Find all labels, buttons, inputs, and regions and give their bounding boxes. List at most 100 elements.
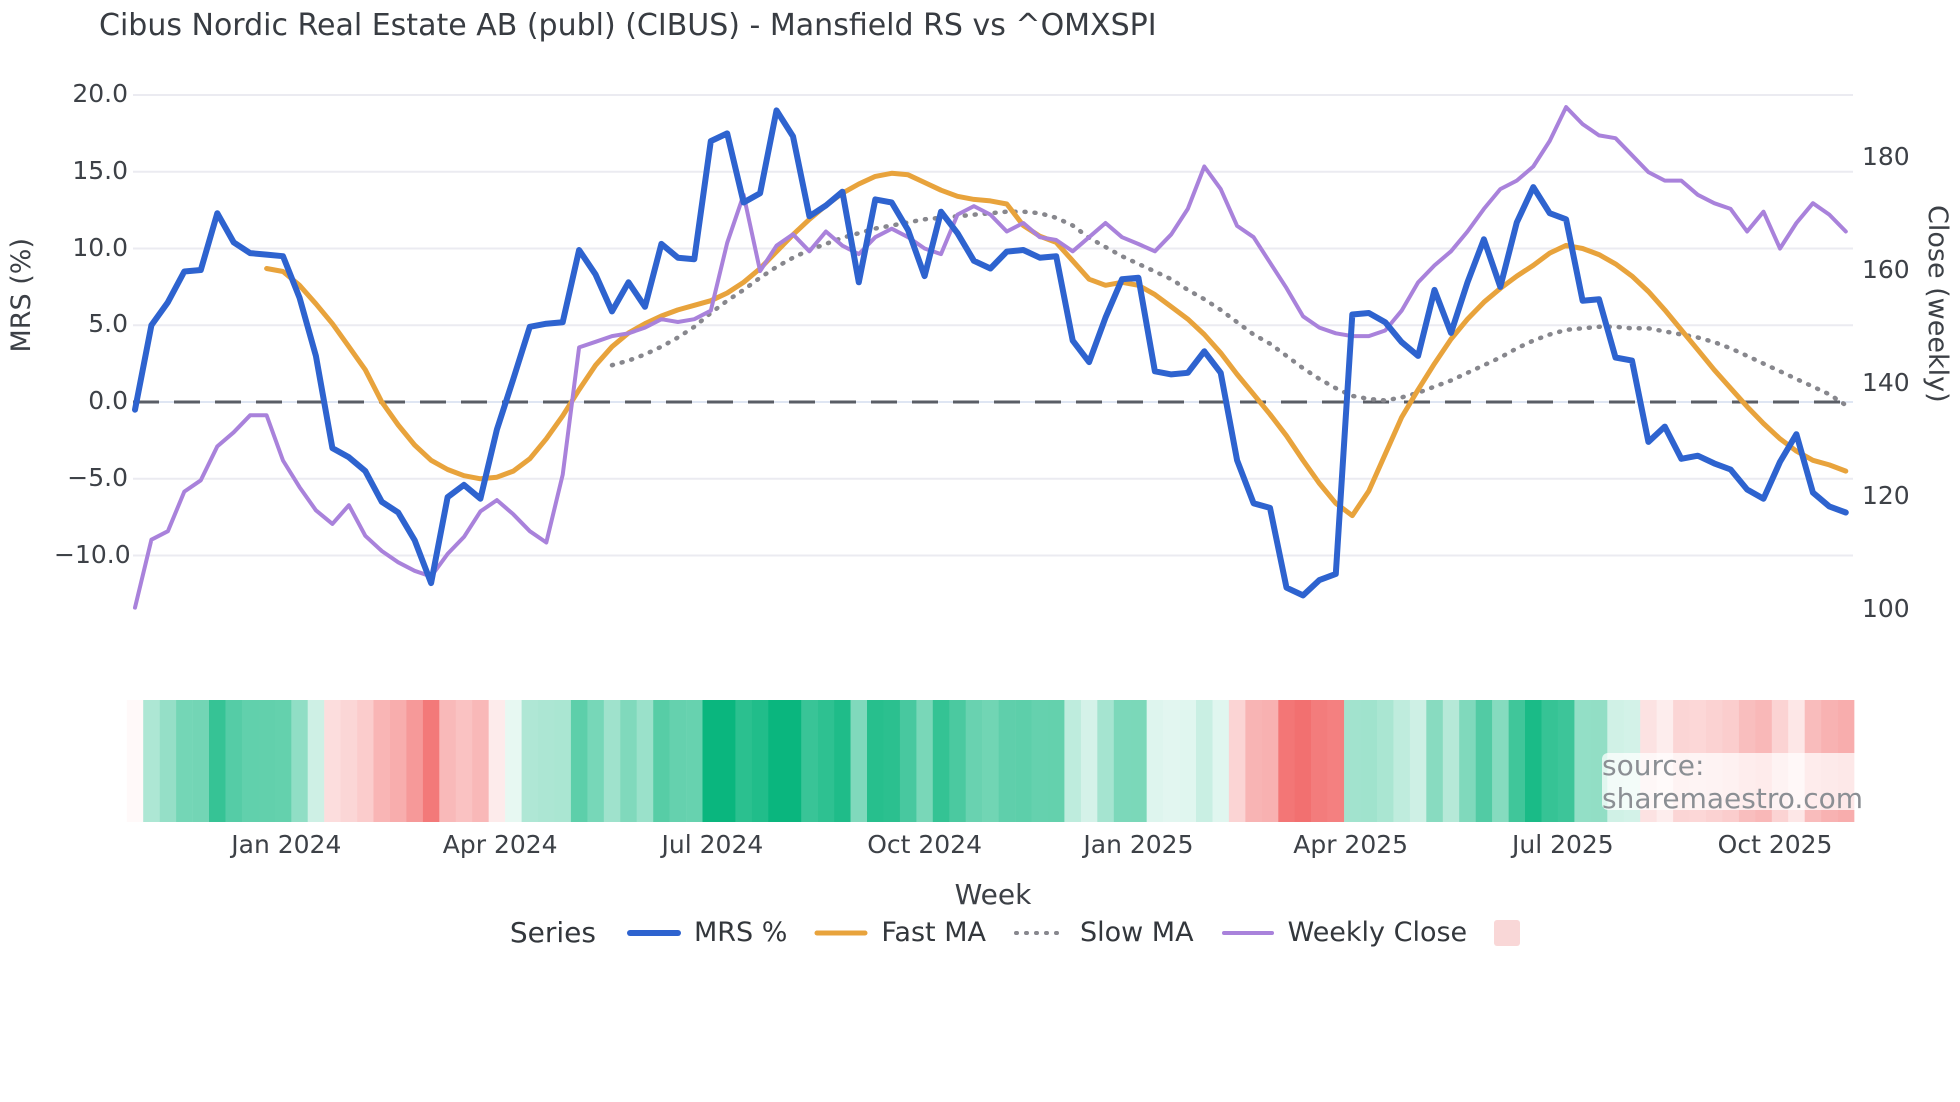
right-axis-label: Close (weekly) xyxy=(1922,205,1953,403)
heatmap-cell xyxy=(965,700,983,822)
heatmap-cell xyxy=(505,700,522,822)
heatmap-cell xyxy=(291,700,309,822)
heatmap-cell xyxy=(1113,700,1131,822)
right-axis-tick: 100 xyxy=(1862,594,1910,624)
heatmap-cell xyxy=(1163,700,1180,822)
legend: Series MRS % Fast MA Slow MA Weekly Close xyxy=(70,916,1960,949)
heatmap-cell xyxy=(274,700,292,822)
x-axis-tick: Oct 2024 xyxy=(867,830,982,859)
legend-item-slow-ma: Slow MA xyxy=(1013,917,1194,948)
right-axis-tick: 140 xyxy=(1862,368,1910,398)
legend-item-label: MRS % xyxy=(693,917,788,948)
watermark: source: sharemaestro.com xyxy=(1602,749,1948,815)
heatmap-cell xyxy=(1426,700,1444,822)
series-line-weekly-close xyxy=(133,105,1848,610)
heatmap-cell xyxy=(1393,700,1411,822)
legend-item-weekly-close: Weekly Close xyxy=(1221,917,1468,948)
legend-line-icon xyxy=(1013,930,1066,935)
heatmap-cell xyxy=(784,700,802,822)
heatmap-cell xyxy=(1508,700,1526,822)
heatmap-cell xyxy=(1031,700,1049,822)
heatmap-cell xyxy=(1146,700,1164,822)
x-axis-tick: Jan 2025 xyxy=(1083,830,1194,859)
chart-title: Cibus Nordic Real Estate AB (publ) (CIBU… xyxy=(99,8,1157,43)
heatmap-cell xyxy=(603,700,621,822)
heatmap-cell xyxy=(867,700,884,822)
heatmap-cell xyxy=(1130,700,1147,822)
heatmap-cell xyxy=(768,700,786,822)
left-axis-tick: 15.0 xyxy=(72,155,128,185)
heatmap-cell xyxy=(801,700,818,822)
heatmap-cell xyxy=(702,700,720,822)
left-axis-tick: 10.0 xyxy=(72,232,128,262)
legend-swatch-icon xyxy=(1494,919,1521,946)
heatmap-cell xyxy=(686,700,703,822)
heatmap-cell xyxy=(1360,700,1378,822)
heatmap-cell xyxy=(1311,700,1328,822)
heatmap-cell xyxy=(176,700,193,822)
heatmap-cell xyxy=(340,700,358,822)
heatmap-cell xyxy=(1525,700,1542,822)
heatmap-cell xyxy=(1557,700,1575,822)
heatmap-cell xyxy=(817,700,835,822)
heatmap-cell xyxy=(209,700,226,822)
heatmap-cell xyxy=(587,700,605,822)
heatmap-cell xyxy=(1327,700,1345,822)
right-axis-tick: 180 xyxy=(1862,142,1910,171)
heatmap-cell xyxy=(422,700,440,822)
heatmap-cell xyxy=(850,700,868,822)
heatmap-cell xyxy=(1048,700,1065,822)
x-axis-label: Week xyxy=(954,878,1032,911)
x-axis-tick: Apr 2025 xyxy=(1293,830,1409,859)
heatmap-cell xyxy=(390,700,407,822)
left-axis-tick: 0.0 xyxy=(88,386,128,415)
heatmap-cell xyxy=(1179,700,1197,822)
heatmap-cell xyxy=(554,700,572,822)
heatmap-cell xyxy=(159,700,177,822)
heatmap-cell xyxy=(1278,700,1296,822)
heatmap-cell xyxy=(570,700,588,822)
x-axis-tick: Jul 2025 xyxy=(1511,830,1614,859)
heatmap-cell xyxy=(439,700,457,822)
heatmap-cell xyxy=(653,700,670,822)
heatmap-cell xyxy=(1196,700,1213,822)
heatmap-cell xyxy=(1475,700,1493,822)
heatmap-cell xyxy=(719,700,736,822)
x-axis-tick: Apr 2024 xyxy=(442,830,558,859)
heatmap-cell xyxy=(472,700,489,822)
legend-item-fast-ma: Fast MA xyxy=(814,917,986,948)
legend-item-label: Slow MA xyxy=(1079,917,1194,948)
heatmap-cell xyxy=(883,700,901,822)
heatmap-cell xyxy=(406,700,424,822)
left-axis-tick: 20.0 xyxy=(72,79,128,108)
heatmap-cell xyxy=(916,700,934,822)
heatmap-cell xyxy=(521,700,539,822)
heatmap-cell xyxy=(982,700,999,822)
heatmap-cell xyxy=(1377,700,1394,822)
heatmap-cell xyxy=(636,700,654,822)
legend-item-mrs-: MRS % xyxy=(626,917,788,948)
heatmap-cell xyxy=(373,700,391,822)
heatmap-cell xyxy=(307,700,325,822)
heatmap-cell xyxy=(1574,700,1592,822)
heatmap-cell xyxy=(834,700,851,822)
left-axis-tick: 5.0 xyxy=(88,309,128,339)
legend-item-label: Fast MA xyxy=(881,917,986,948)
x-axis-tick: Jan 2024 xyxy=(231,830,342,859)
legend-item-label: Weekly Close xyxy=(1287,917,1468,948)
heatmap-cell xyxy=(899,700,917,822)
heatmap-cell xyxy=(1064,700,1082,822)
heatmap-cell xyxy=(949,700,967,822)
heatmap-cell xyxy=(1409,700,1427,822)
heatmap-cell xyxy=(488,700,506,822)
legend-line-icon xyxy=(626,929,681,936)
heatmap-cell xyxy=(1245,700,1263,822)
series-line-slow-ma xyxy=(609,209,1849,408)
heatmap-cell xyxy=(258,700,276,822)
heatmap-cell xyxy=(1294,700,1312,822)
heatmap-cell xyxy=(1261,700,1279,822)
left-axis-tick: −5.0 xyxy=(67,462,128,492)
x-axis-tick: Oct 2025 xyxy=(1717,830,1833,859)
legend-line-icon xyxy=(1221,930,1274,935)
